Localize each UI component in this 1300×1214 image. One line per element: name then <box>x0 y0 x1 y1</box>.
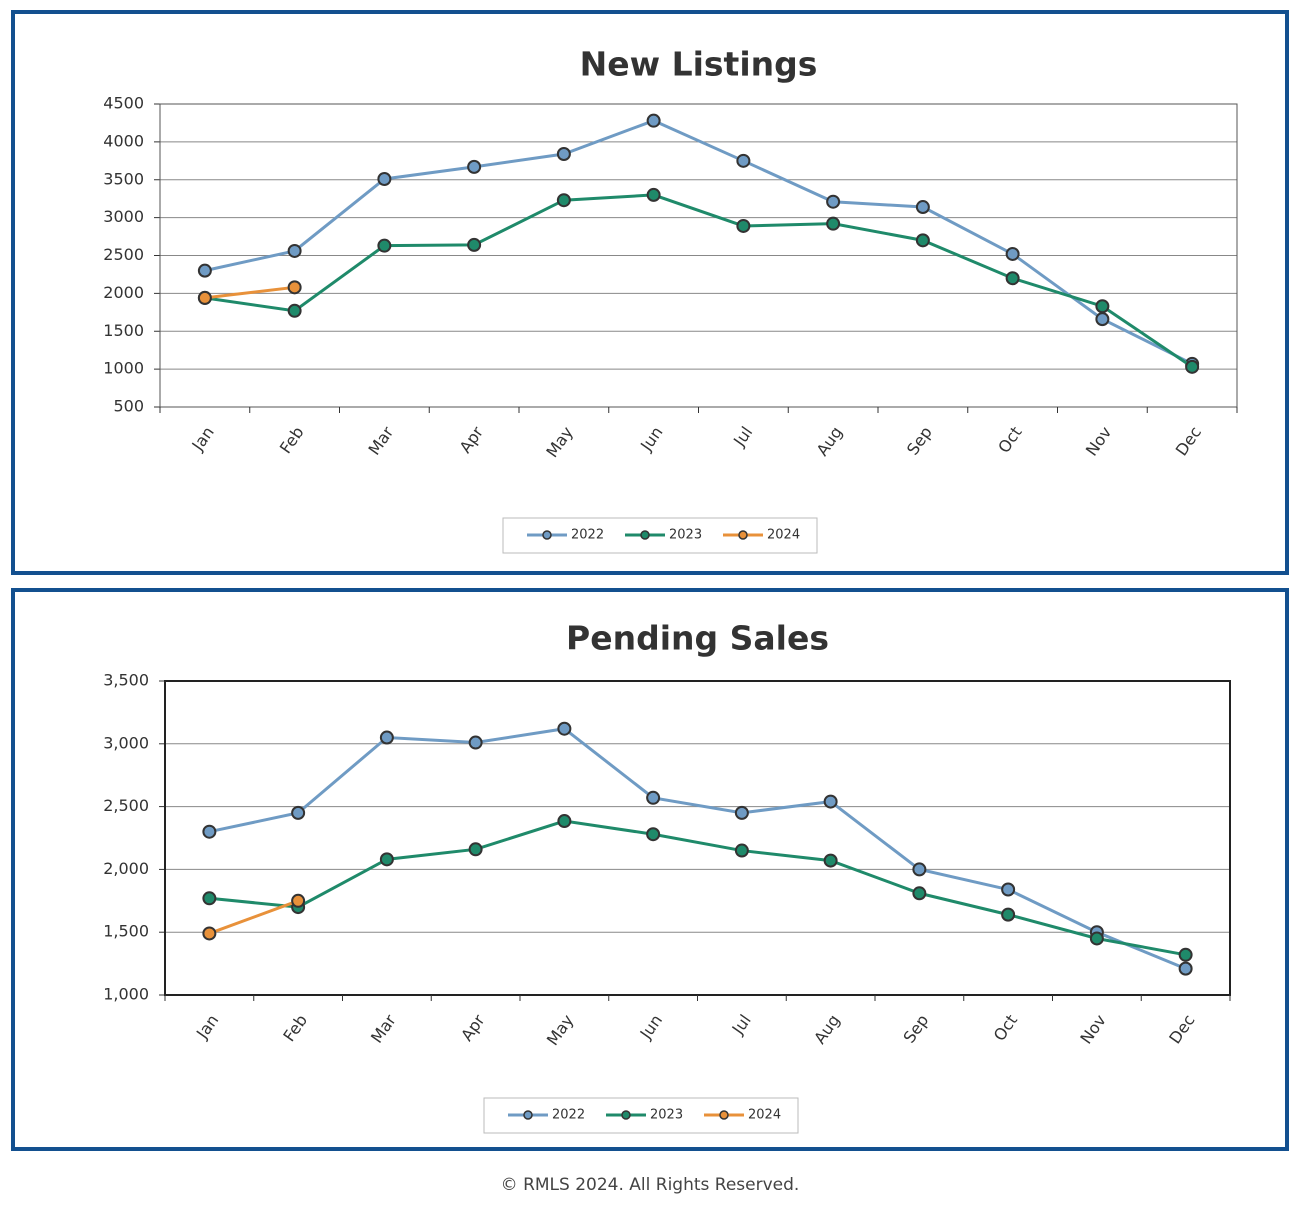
data-point <box>1005 246 1020 261</box>
y-tick-label: 1,500 <box>103 922 149 941</box>
data-point <box>1185 359 1200 374</box>
data-point <box>646 790 661 805</box>
data-point <box>467 237 482 252</box>
data-point <box>287 243 302 258</box>
data-point <box>557 814 572 829</box>
chart-title: Pending Sales <box>566 619 829 658</box>
data-point <box>734 805 749 820</box>
data-point <box>287 303 302 318</box>
legend-label: 2024 <box>767 528 800 543</box>
data-point <box>1089 931 1104 946</box>
data-point <box>1001 907 1016 922</box>
y-tick-label: 2000 <box>103 283 144 302</box>
y-tick-label: 3500 <box>103 169 144 188</box>
y-tick-label: 1,000 <box>103 985 149 1004</box>
y-tick-label: 1500 <box>103 321 144 340</box>
legend-marker <box>738 530 748 540</box>
series-line <box>204 285 295 300</box>
legend-marker <box>523 1110 533 1120</box>
data-point <box>467 159 482 174</box>
panel <box>11 10 1289 575</box>
data-point <box>826 194 841 209</box>
data-point <box>912 886 927 901</box>
data-point <box>379 852 394 867</box>
series-line <box>208 899 299 935</box>
data-point <box>291 893 306 908</box>
data-point <box>646 113 661 128</box>
data-point <box>1005 271 1020 286</box>
y-tick-label: 3,500 <box>103 671 149 690</box>
data-point <box>826 216 841 231</box>
data-point <box>1095 299 1110 314</box>
y-tick-label: 2,000 <box>103 859 149 878</box>
legend-marker <box>719 1110 729 1120</box>
data-point <box>915 200 930 215</box>
data-point <box>1178 947 1193 962</box>
data-point <box>202 891 217 906</box>
y-tick-label: 3,000 <box>103 733 149 752</box>
data-point <box>734 843 749 858</box>
y-tick-label: 4500 <box>103 94 144 113</box>
data-point <box>1001 882 1016 897</box>
legend-marker <box>621 1110 631 1120</box>
data-point <box>556 193 571 208</box>
data-point <box>736 153 751 168</box>
data-point <box>197 290 212 305</box>
y-tick-label: 2500 <box>103 245 144 264</box>
series-line <box>209 727 1187 971</box>
legend-marker <box>542 530 552 540</box>
y-tick-label: 4000 <box>103 131 144 150</box>
data-point <box>291 805 306 820</box>
legend-label: 2022 <box>552 1108 585 1123</box>
data-point <box>197 263 212 278</box>
data-point <box>202 926 217 941</box>
legend-label: 2022 <box>571 528 604 543</box>
series-line <box>209 819 1186 957</box>
legend-label: 2023 <box>669 528 702 543</box>
data-point <box>823 853 838 868</box>
data-point <box>912 862 927 877</box>
data-point <box>379 730 394 745</box>
series-line <box>204 193 1193 369</box>
data-point <box>468 735 483 750</box>
data-point <box>1095 312 1110 327</box>
series-line <box>204 119 1193 366</box>
data-point <box>915 233 930 248</box>
data-point <box>646 187 661 202</box>
data-point <box>557 721 572 736</box>
y-tick-label: 1000 <box>103 359 144 378</box>
legend-label: 2024 <box>748 1108 781 1123</box>
data-point <box>736 218 751 233</box>
data-point <box>377 171 392 186</box>
legend-label: 2023 <box>650 1108 683 1123</box>
footer: © RMLS 2024. All Rights Reserved. <box>501 1175 800 1195</box>
data-point <box>556 146 571 161</box>
y-tick-label: 3000 <box>103 207 144 226</box>
data-point <box>202 824 217 839</box>
data-point <box>468 842 483 857</box>
legend-marker <box>640 530 650 540</box>
data-point <box>377 238 392 253</box>
data-point <box>1178 961 1193 976</box>
data-point <box>287 280 302 295</box>
y-tick-label: 500 <box>113 397 144 416</box>
y-tick-label: 2,500 <box>103 796 149 815</box>
data-point <box>823 794 838 809</box>
chart-title: New Listings <box>580 45 818 84</box>
data-point <box>646 827 661 842</box>
